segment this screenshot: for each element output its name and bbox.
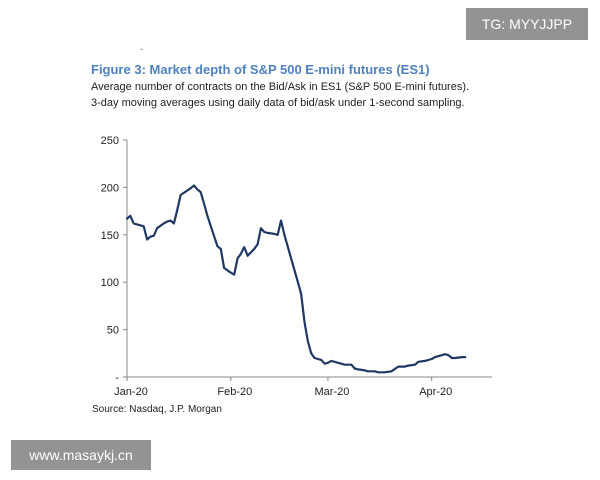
- x-tick-label: Jan-20: [114, 386, 148, 398]
- watermark-telegram: TG: MYYJJPP: [466, 8, 588, 40]
- y-axis: - 50 100 150 200 250: [101, 135, 128, 384]
- series-group: [125, 184, 467, 374]
- watermark-website: www.masaykj.cn: [11, 440, 151, 470]
- series-line: [125, 184, 467, 374]
- chart-source: Source: Nasdaq, J.P. Morgan: [92, 404, 222, 415]
- y-tick-label: 200: [101, 182, 119, 194]
- y-tick-label: 50: [107, 325, 119, 337]
- x-tick-label: Feb-20: [217, 386, 252, 398]
- chart-subtitle: Average number of contracts on the Bid/A…: [91, 81, 470, 109]
- y-tick-label: 100: [101, 277, 119, 289]
- x-axis: Jan-20 Feb-20 Mar-20 Apr-20: [114, 376, 492, 398]
- stray-dash-mark: -: [140, 44, 143, 54]
- x-tick-label: Mar-20: [314, 386, 349, 398]
- x-tick-label: Apr-20: [419, 386, 452, 398]
- y-tick-label: 250: [101, 135, 119, 147]
- chart-title: Figure 3: Market depth of S&P 500 E-mini…: [91, 62, 430, 77]
- y-tick-label: 150: [101, 230, 119, 242]
- y-tick-label: -: [115, 372, 119, 384]
